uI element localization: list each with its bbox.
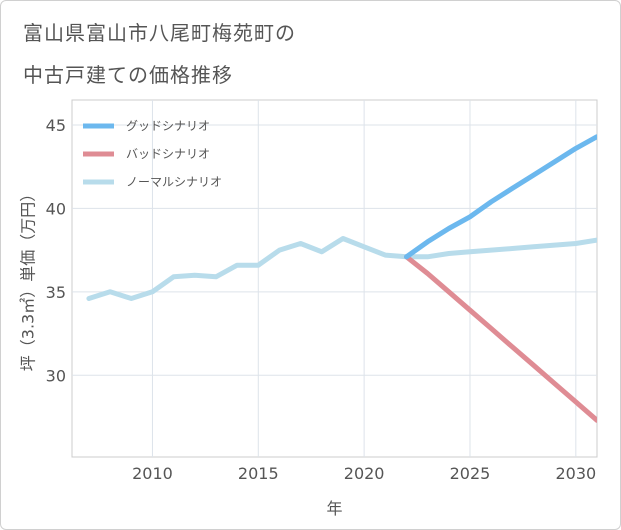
series-line	[404, 134, 597, 260]
grid-lines	[72, 100, 597, 457]
legend-label: バッドシナリオ	[126, 147, 210, 161]
y-tick-label: 45	[46, 116, 66, 135]
x-tick-label: 2020	[344, 464, 385, 483]
tick-labels: 2010 2015 2020 2025 2030 30 35 40 45	[46, 116, 597, 483]
y-tick-label: 30	[46, 366, 66, 385]
plot-area	[71, 99, 598, 458]
series-lines	[86, 134, 597, 423]
x-tick-label: 2030	[555, 464, 596, 483]
x-axis-label: 年	[326, 499, 342, 518]
x-tick-label: 2010	[132, 464, 173, 483]
y-tick-label: 35	[46, 283, 66, 302]
series-line	[404, 254, 597, 423]
plot-frame	[71, 99, 598, 458]
legend-label: ノーマルシナリオ	[126, 175, 222, 189]
series-line	[86, 236, 597, 301]
legend-label: グッドシナリオ	[126, 119, 210, 133]
y-axis-label: 坪（3.3㎡）単価（万円）	[19, 186, 38, 371]
x-tick-label: 2025	[450, 464, 491, 483]
x-tick-label: 2015	[238, 464, 279, 483]
chart-title-line-1: 富山県富山市八尾町梅苑町の	[23, 21, 296, 45]
y-tick-label: 40	[46, 199, 66, 218]
chart-title-line-2: 中古戸建ての価格推移	[23, 63, 233, 87]
